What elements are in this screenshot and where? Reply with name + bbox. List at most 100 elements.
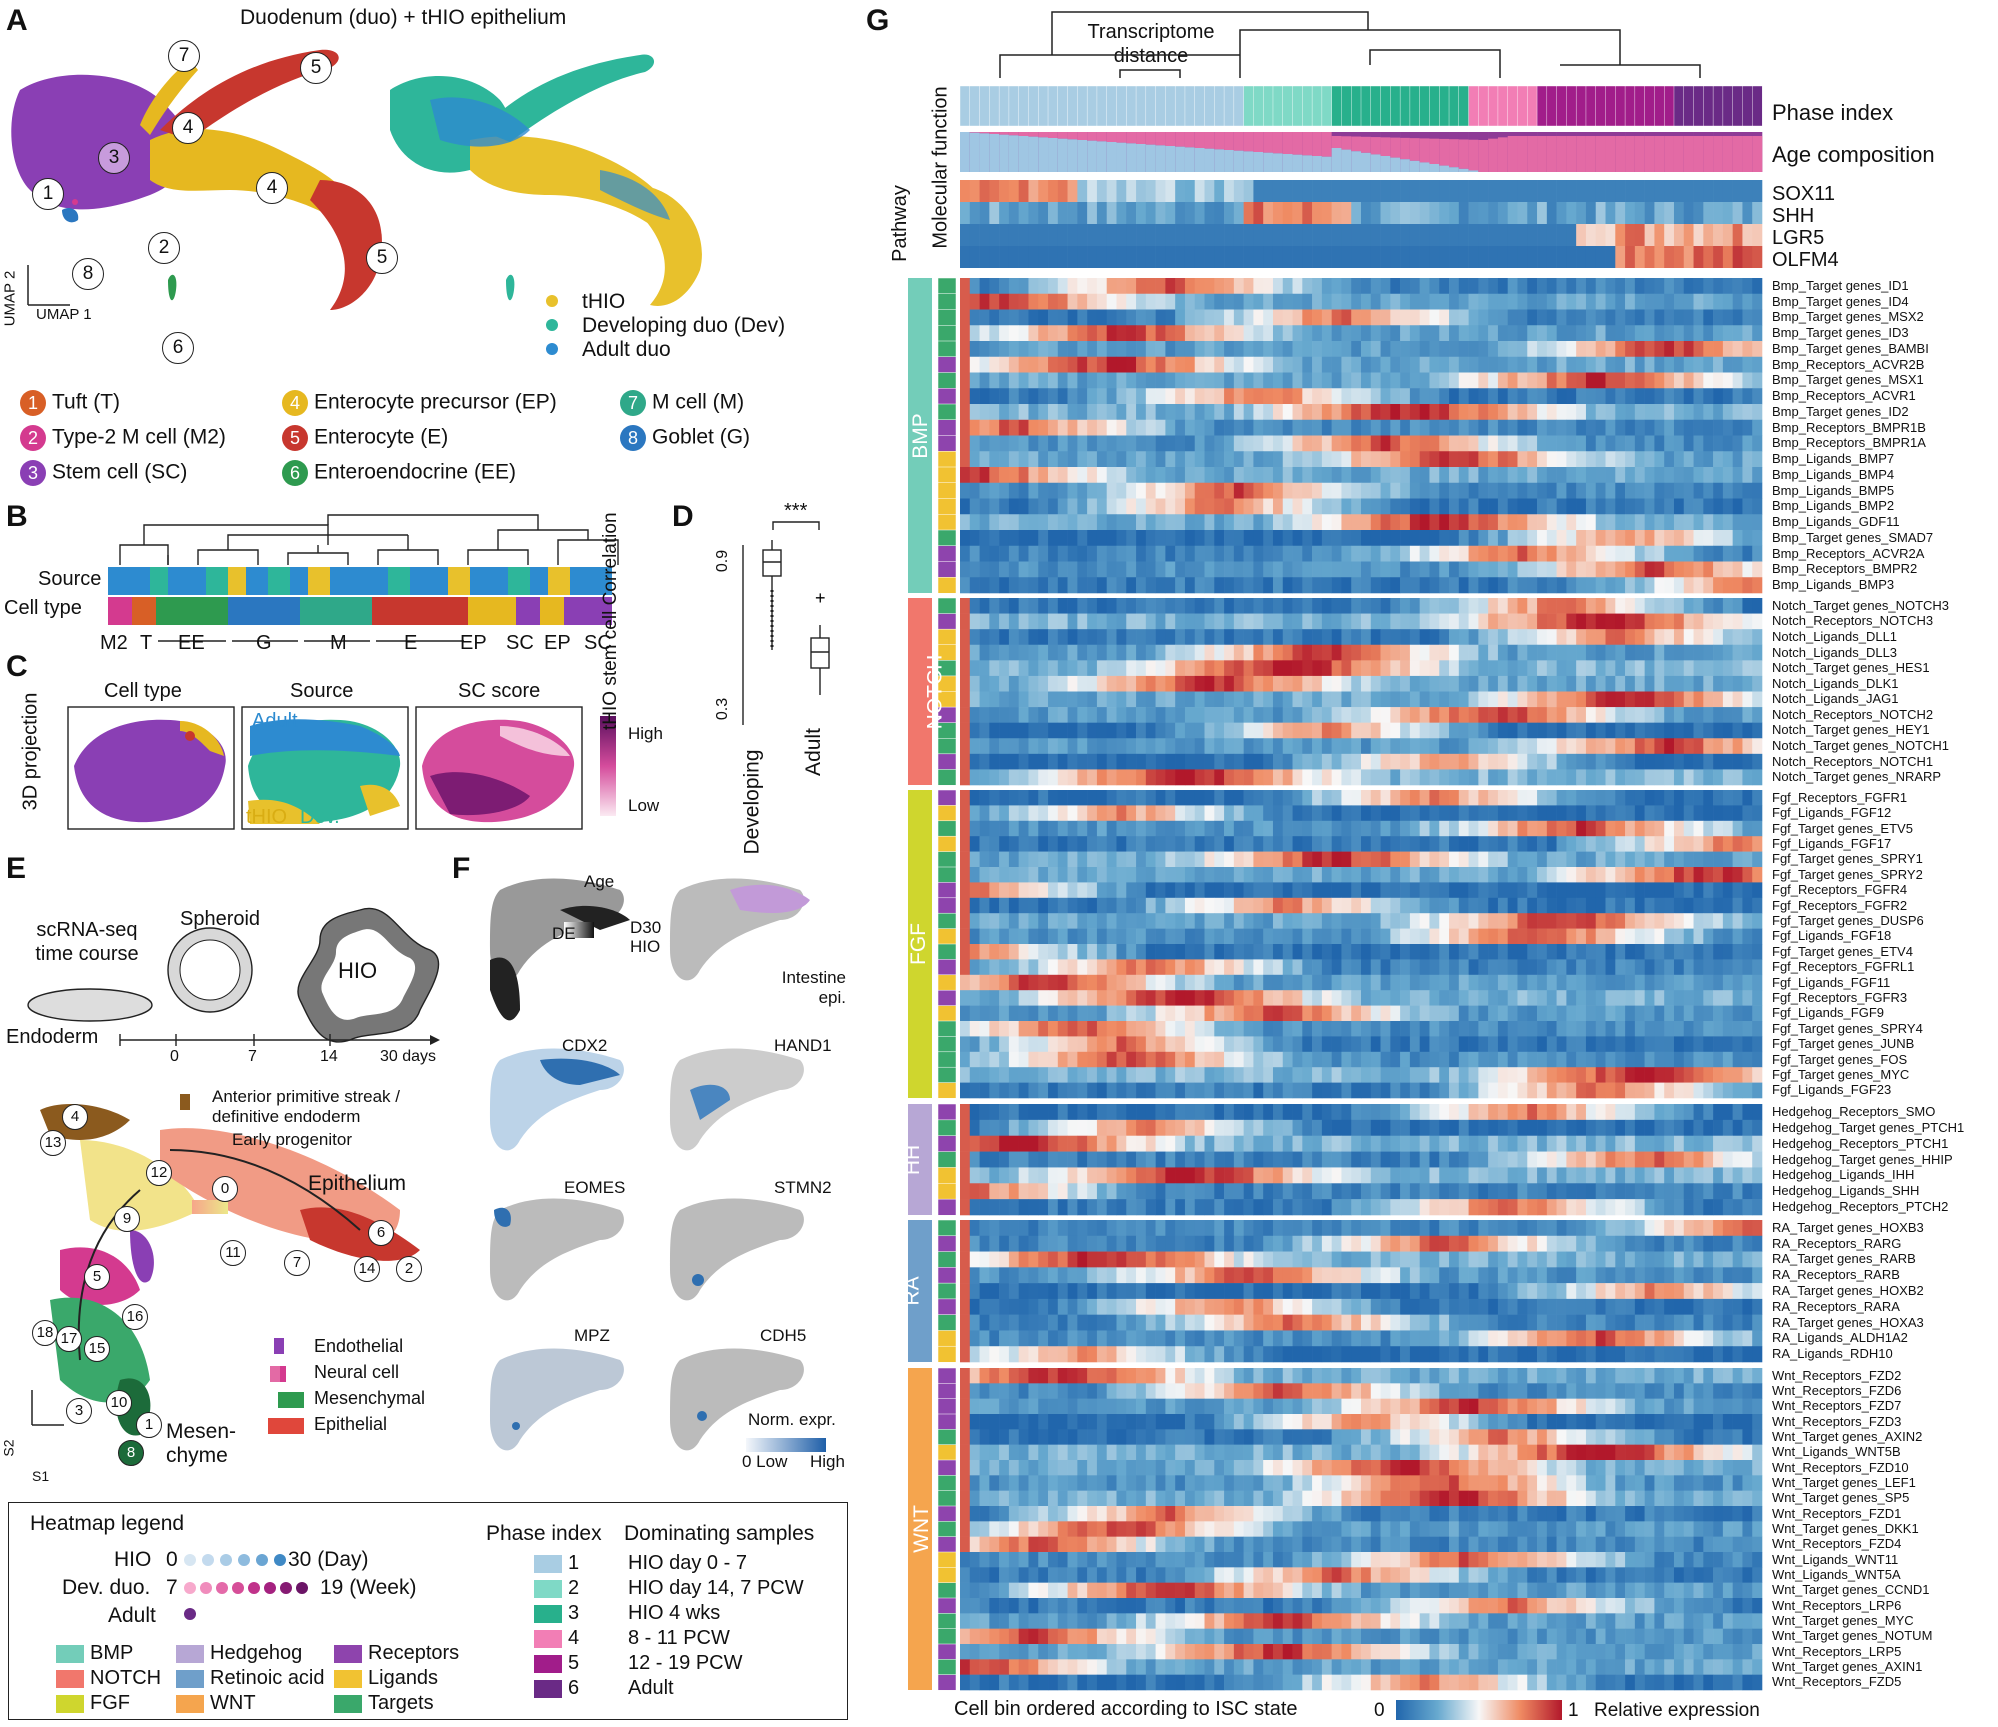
- e-mesenchyme: Mesen- chyme: [166, 1420, 237, 1467]
- g-scale-label: Relative expression: [1594, 1700, 1760, 1721]
- gene-label: Notch_Target genes_NOTCH1: [1772, 738, 1950, 754]
- hl-hio-end: 30 (Day): [288, 1548, 369, 1571]
- hl-cat-ra: Retinoic acid: [176, 1667, 325, 1690]
- f-norm-low: 0 Low: [742, 1452, 788, 1471]
- gene-label: Notch_Ligands_DLL1: [1772, 628, 1898, 644]
- hl-phase-num: 1: [568, 1552, 580, 1574]
- f-age-de: DE: [552, 924, 576, 943]
- g-age-row: [960, 132, 1763, 172]
- gene-label: Fgf_Ligands_FGF18: [1772, 928, 1892, 944]
- umap-cell-type: [11, 46, 382, 310]
- gene-label: Hedgehog_Receptors_SMO: [1772, 1103, 1936, 1119]
- panel-g-letter: G: [866, 4, 890, 37]
- gene-label: Wnt_Receptors_FZD4: [1772, 1536, 1902, 1552]
- gene-label: Hedgehog_Receptors_PTCH2: [1772, 1199, 1949, 1215]
- gene-label: RA_Receptors_RARB: [1772, 1267, 1900, 1283]
- f-title-cdh5: CDH5: [760, 1326, 807, 1345]
- cluster-mark-7: 7: [168, 40, 200, 72]
- e-cluster-6: 6: [368, 1220, 394, 1246]
- f-age: [490, 878, 630, 1021]
- g-bottom-label: Cell bin ordered according to ISC state: [954, 1698, 1298, 1720]
- f-title-age: Age: [584, 872, 615, 891]
- gene-label: Notch_Ligands_DLL3: [1772, 644, 1898, 660]
- panel-a-letter: A: [6, 4, 28, 37]
- cluster-mark-1: 1: [32, 178, 64, 210]
- gene-label: Wnt_Receptors_FZD3: [1772, 1413, 1902, 1429]
- e-cluster-15: 15: [84, 1336, 110, 1362]
- group-sc1: SC: [506, 632, 534, 654]
- e-cluster-16: 16: [122, 1304, 148, 1330]
- e-early: Early progenitor: [232, 1130, 353, 1149]
- legend-dev: Developing duo (Dev): [582, 314, 786, 337]
- panel-a-umap: [11, 46, 702, 355]
- gene-label: Bmp_Ligands_BMP3: [1772, 577, 1895, 593]
- row-label-source: Source: [38, 568, 102, 590]
- e-cluster-9: 9: [114, 1206, 140, 1232]
- g-block-ra: [908, 1219, 1763, 1363]
- gene-label: Wnt_Receptors_FZD10: [1772, 1459, 1909, 1475]
- hl-hio: HIO: [114, 1548, 152, 1571]
- gene-label: RA_Target genes_HOXA3: [1772, 1314, 1924, 1330]
- e-cluster-13: 13: [40, 1130, 66, 1156]
- e-legend-swatches: [268, 1338, 304, 1434]
- hl-dev-end: 19 (Week): [320, 1576, 417, 1599]
- gene-label: Wnt_Target genes_DKK1: [1772, 1521, 1919, 1536]
- hl-cat-fgf: FGF: [56, 1692, 130, 1715]
- gene-label: Fgf_Target genes_ETV5: [1772, 820, 1913, 836]
- gene-label: Wnt_Target genes_CCND1: [1772, 1582, 1930, 1598]
- gene-label: Fgf_Target genes_SPRY4: [1772, 1020, 1923, 1036]
- hl-cat-hh: Hedgehog: [176, 1642, 302, 1665]
- gene-label: Wnt_Ligands_WNT11: [1772, 1551, 1899, 1567]
- gene-label: RA_Ligands_RDH10: [1772, 1346, 1893, 1362]
- f-mpz: [490, 1348, 624, 1451]
- f-title-hand1: HAND1: [774, 1036, 832, 1055]
- c-title-celltype: Cell type: [104, 680, 182, 702]
- c-scale-low: Low: [628, 796, 660, 815]
- gene-label: Wnt_Receptors_FZD2: [1772, 1367, 1902, 1383]
- panel-f-grid: [490, 878, 826, 1452]
- hl-dev-start: 7: [166, 1576, 178, 1599]
- panel-a-title: Duodenum (duo) + tHIO epithelium: [240, 6, 567, 29]
- gene-label: Bmp_Receptors_ACVR2A: [1772, 545, 1925, 561]
- hl-dev: Dev. duo.: [62, 1576, 151, 1599]
- gene-label: Fgf_Receptors_FGFR2: [1772, 897, 1908, 913]
- gene-label: RA_Ligands_ALDH1A2: [1772, 1330, 1908, 1346]
- g-row-age: Age composition: [1772, 142, 1935, 167]
- e-cluster-7: 7: [284, 1250, 310, 1276]
- pathway-label-notch: NOTCH: [923, 654, 947, 729]
- pathway-label-hh: HH: [901, 1144, 925, 1175]
- gene-label: Notch_Ligands_DLK1: [1772, 675, 1899, 691]
- f-stmn2: [670, 1198, 804, 1301]
- gene-label: Wnt_Receptors_LRP6: [1772, 1597, 1902, 1613]
- hl-phase-num: 3: [568, 1602, 580, 1624]
- g-block-bmp: [908, 277, 1763, 594]
- c-title-source: Source: [290, 680, 354, 702]
- legend-ee: 6 Enteroendocrine (EE): [282, 460, 516, 486]
- gene-label: Bmp_Target genes_ID3: [1772, 325, 1909, 341]
- f-cdh5: [670, 1348, 804, 1451]
- e-tick-14: 14: [320, 1048, 338, 1065]
- hl-phase-header: Phase index: [486, 1522, 602, 1545]
- gene-label: RA_Target genes_HOXB3: [1772, 1219, 1924, 1235]
- hl-phase-swatch: [534, 1629, 562, 1648]
- hl-phase-row: 6 Adult: [534, 1677, 674, 1700]
- legend-e: 5 Enterocyte (E): [282, 425, 448, 451]
- e-cluster-0: 0: [212, 1176, 238, 1202]
- c-scale-high: High: [628, 724, 663, 743]
- g-marker-shh: SHH: [1772, 205, 1815, 227]
- e-cluster-1: 1: [136, 1412, 162, 1438]
- g-marker-sox11: SOX11: [1772, 183, 1835, 205]
- panel-d-letter: D: [672, 500, 694, 533]
- gene-label: Bmp_Receptors_BMPR1A: [1772, 435, 1926, 451]
- hl-phase-label: HIO day 0 - 7: [628, 1552, 747, 1574]
- gene-label: Fgf_Receptors_FGFR1: [1772, 789, 1908, 805]
- legend-dot-adult: [546, 343, 558, 355]
- g-scale-max: 1: [1568, 1700, 1579, 1721]
- e-hio: HIO: [338, 958, 378, 983]
- f-cdx2: [490, 1048, 624, 1151]
- g-block-fgf: [908, 789, 1763, 1099]
- gene-label: Bmp_Target genes_SMAD7: [1772, 529, 1934, 545]
- panel-e-letter: E: [6, 852, 27, 885]
- e-epithelium: Epithelium: [308, 1172, 407, 1195]
